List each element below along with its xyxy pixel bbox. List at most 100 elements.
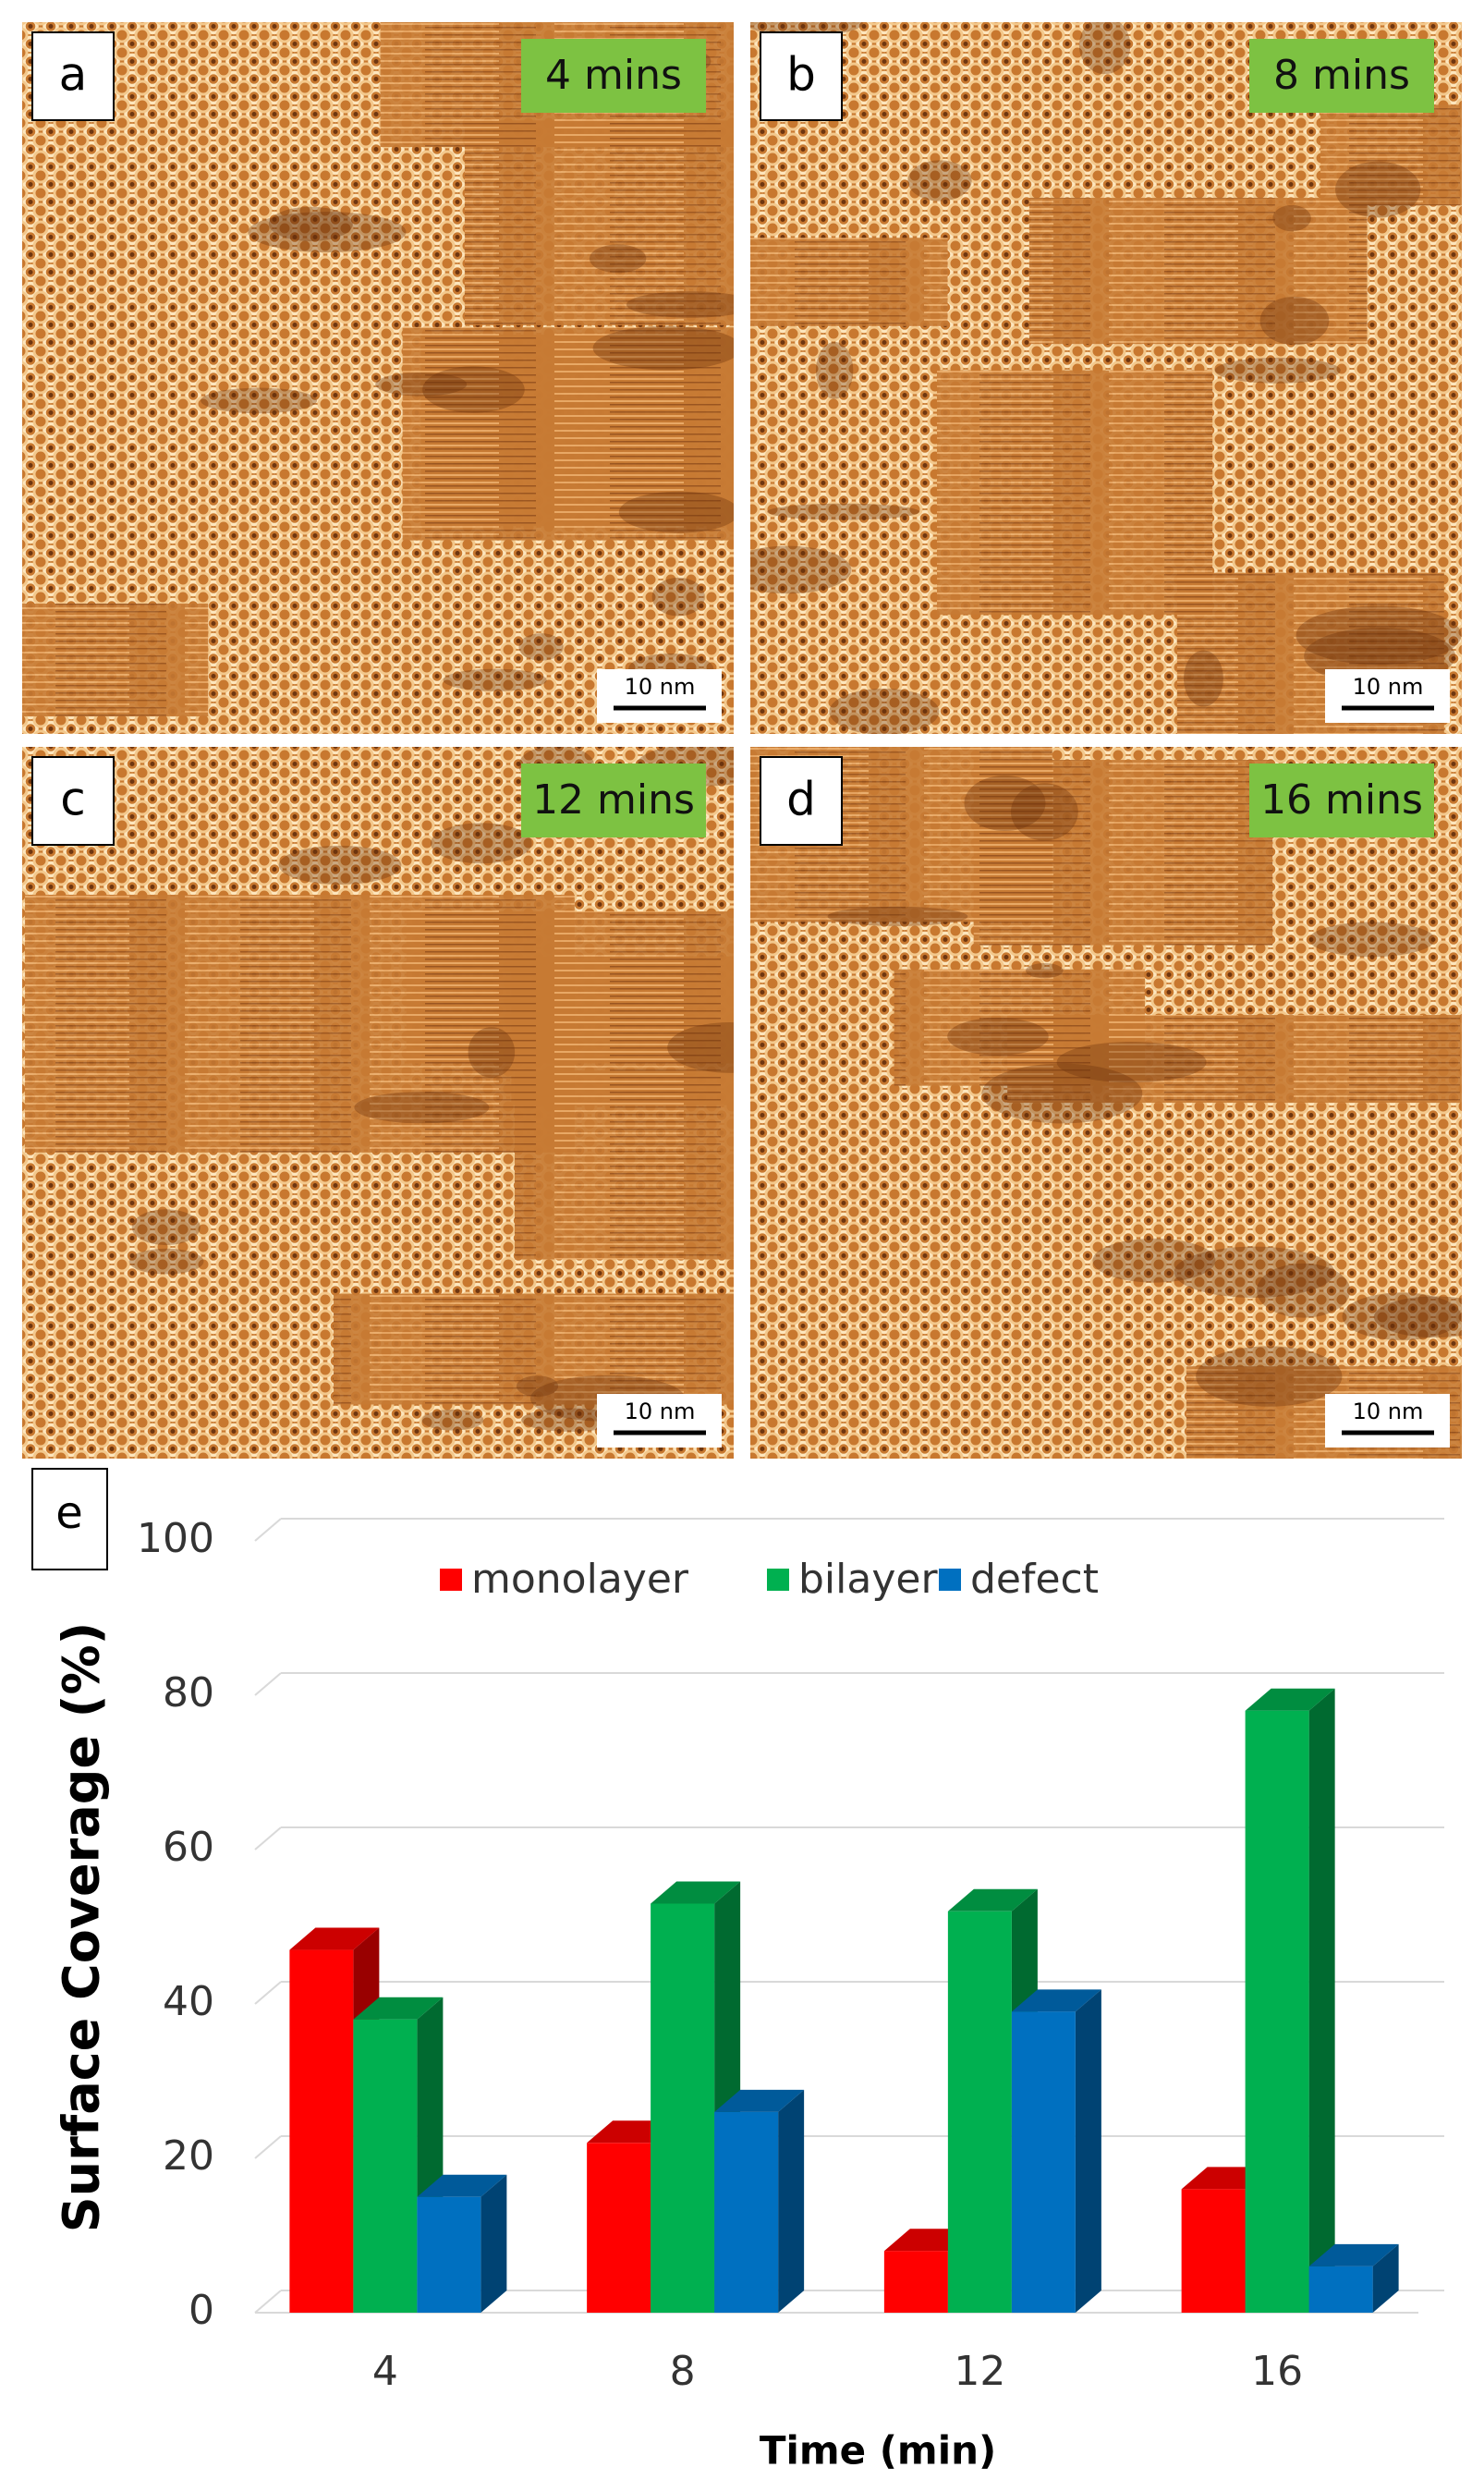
- grid-diag: [254, 2135, 282, 2159]
- dark-region: [1026, 962, 1064, 979]
- bar: [1308, 2266, 1373, 2313]
- scale-label: 10 nm: [1353, 674, 1424, 700]
- grid-diag: [254, 1518, 282, 1542]
- dark-region: [829, 688, 940, 734]
- dark-region: [1010, 783, 1078, 841]
- texture: [750, 747, 1462, 1459]
- scale-box: [597, 669, 722, 723]
- grid-diag: [254, 1981, 282, 2005]
- grid-diag: [254, 1672, 282, 1696]
- bar: [587, 2143, 651, 2313]
- bar-side: [1075, 1989, 1101, 2313]
- y-axis-title: Surface Coverage (%): [53, 1622, 111, 2233]
- bar-top: [417, 2174, 507, 2197]
- dark-region: [981, 1063, 1143, 1124]
- time-label: 8 mins: [1273, 52, 1410, 99]
- dark-region: [131, 1209, 201, 1246]
- dark-region: [815, 341, 854, 399]
- streak-region: [420, 334, 734, 527]
- dark-region: [518, 633, 564, 661]
- grid-diag: [254, 1826, 282, 1851]
- stm-image: c 12 mins 10 nm: [22, 747, 734, 1459]
- scale-box: [1325, 1394, 1450, 1448]
- dark-region: [618, 491, 734, 533]
- panel-label: c: [60, 773, 86, 826]
- bar-top: [714, 2089, 805, 2112]
- scale-label: 10 nm: [625, 1399, 696, 1424]
- bar-side: [1372, 2243, 1399, 2313]
- dark-region: [651, 577, 705, 617]
- y-tick-label: 60: [163, 1824, 214, 1871]
- streak-region: [333, 1293, 734, 1405]
- bar-top: [947, 1888, 1038, 1912]
- legend-swatch: [939, 1569, 961, 1591]
- time-label: 12 mins: [532, 776, 695, 824]
- legend-label: monolayer: [471, 1556, 689, 1603]
- x-tick-label: 4: [372, 2348, 398, 2395]
- dark-region: [1056, 1042, 1207, 1083]
- scale-box: [597, 1394, 722, 1448]
- bar-top: [1308, 2243, 1399, 2266]
- texture: [750, 22, 1462, 734]
- dark-region: [1272, 204, 1311, 232]
- dark-region: [1259, 296, 1330, 346]
- dark-region: [248, 212, 407, 252]
- legend-label: defect: [970, 1556, 1099, 1603]
- dark-region: [421, 1409, 484, 1431]
- label-box: [31, 756, 115, 846]
- dark-region: [1183, 650, 1223, 707]
- bar: [947, 1911, 1012, 2313]
- x-axis-title: Time (min): [760, 2428, 996, 2474]
- dark-region: [1174, 1246, 1335, 1298]
- dark-region: [375, 372, 468, 397]
- bar: [289, 1949, 354, 2313]
- dark-region: [1078, 22, 1131, 75]
- legend-swatch: [440, 1569, 462, 1591]
- dark-region: [1373, 1296, 1462, 1338]
- dark-region: [626, 291, 734, 318]
- streak-region: [464, 120, 734, 325]
- y-tick-label: 40: [163, 1978, 214, 2025]
- streak-region: [1007, 1015, 1462, 1104]
- label-box: [31, 1468, 108, 1570]
- bar: [417, 2196, 481, 2313]
- time-badge: [521, 763, 706, 837]
- dark-region: [521, 1408, 621, 1432]
- dark-region: [1295, 605, 1462, 666]
- label-box: [760, 31, 843, 121]
- y-tick-label: 80: [163, 1669, 214, 1716]
- streak-region: [22, 603, 209, 717]
- bar-top: [1011, 1989, 1101, 2012]
- stm-image: b 8 mins 10 nm: [750, 22, 1462, 734]
- streak-region: [750, 238, 948, 326]
- dark-region: [430, 823, 532, 864]
- dark-region: [1342, 1292, 1462, 1340]
- legend-label: bilayer: [798, 1556, 938, 1603]
- y-tick-label: 20: [163, 2132, 214, 2180]
- bar: [1245, 1710, 1309, 2313]
- stm-image: a 4 mins 10 nm: [22, 22, 734, 734]
- dark-region: [1092, 1238, 1216, 1283]
- time-badge: [521, 39, 706, 113]
- streak-region: [24, 895, 575, 1153]
- streak-region: [1028, 197, 1368, 345]
- streak-region: [936, 370, 1213, 615]
- dark-region: [201, 387, 318, 414]
- dark-region: [1308, 922, 1435, 958]
- bar: [883, 2251, 948, 2313]
- dark-region: [516, 1375, 559, 1398]
- dark-region: [1257, 1263, 1351, 1318]
- panel-label: e: [55, 1487, 83, 1539]
- dark-region: [947, 1018, 1049, 1056]
- x-tick-label: 12: [954, 2348, 1005, 2395]
- scale-label: 10 nm: [625, 674, 696, 700]
- scale-label: 10 nm: [1353, 1399, 1424, 1424]
- bar-side: [778, 2089, 805, 2313]
- time-label: 16 mins: [1260, 776, 1423, 824]
- bar-top: [353, 1997, 444, 2020]
- bar-side: [480, 2174, 507, 2313]
- dark-region: [767, 503, 920, 520]
- label-box: [31, 31, 115, 121]
- bar: [651, 1903, 715, 2313]
